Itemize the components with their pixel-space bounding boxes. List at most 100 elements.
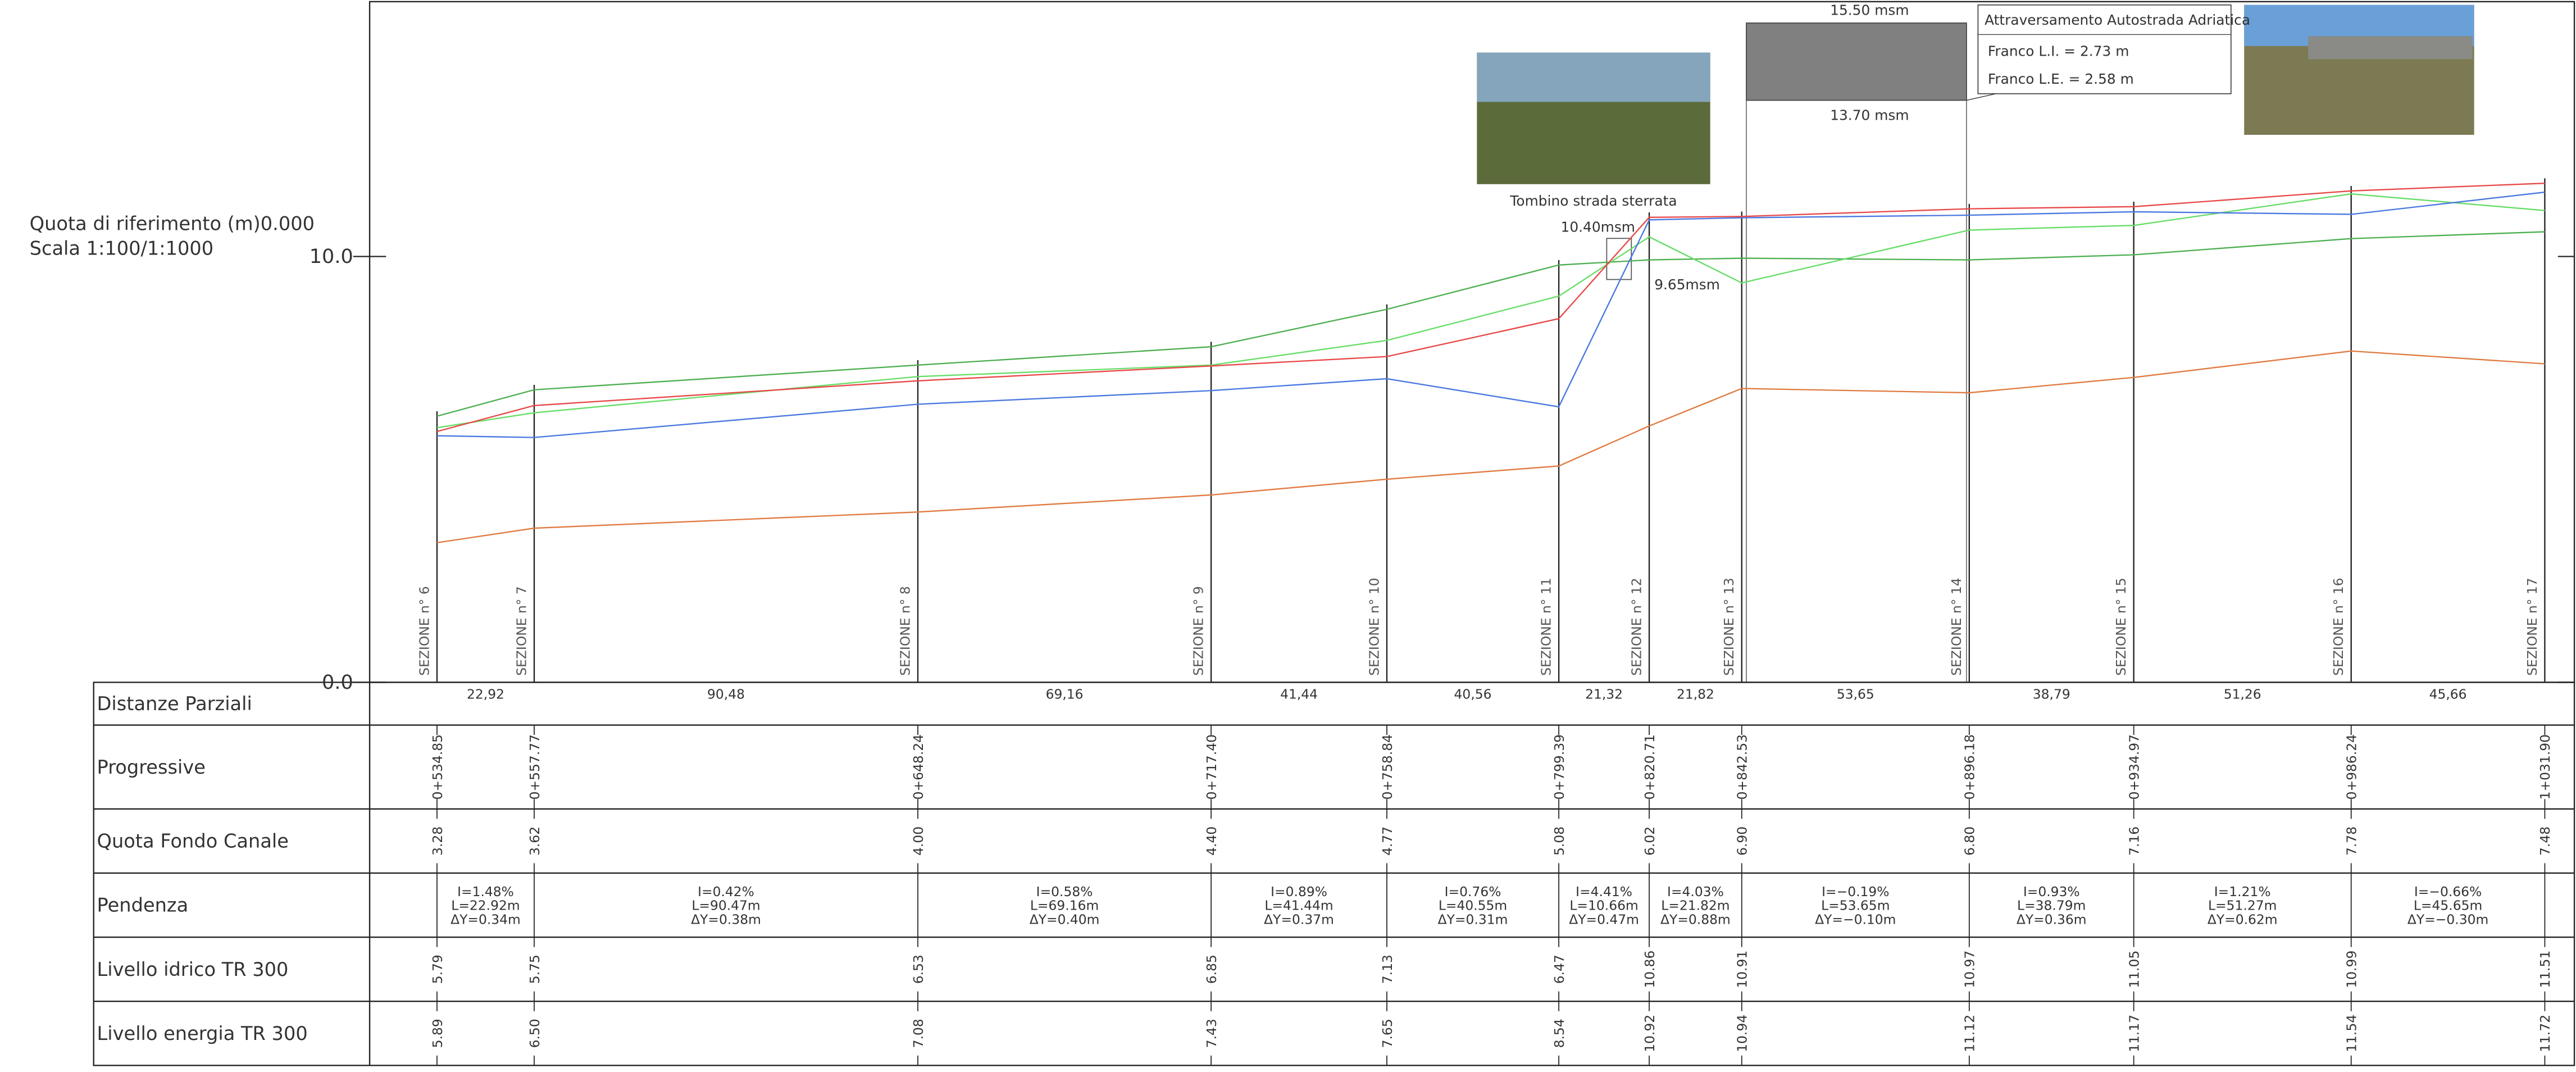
table-value: 6.85 bbox=[1204, 955, 1219, 984]
table-value: 10.99 bbox=[2344, 951, 2360, 988]
table-value: 0+820.71 bbox=[1642, 734, 1658, 800]
slope: ΔY=0.37m bbox=[1264, 912, 1334, 928]
table-value: 6.50 bbox=[527, 1019, 543, 1048]
row-label: Quota Fondo Canale bbox=[97, 830, 289, 852]
distance: 90,48 bbox=[707, 687, 745, 702]
section-label: SEZIONE n° 7 bbox=[513, 586, 529, 676]
table-value: 0+934.97 bbox=[2126, 734, 2142, 800]
table-value: 7.48 bbox=[2537, 826, 2553, 856]
section-label: SEZIONE n° 16 bbox=[2331, 578, 2346, 675]
chart-frame bbox=[368, 1, 2575, 683]
slope: L=53.65m bbox=[1821, 898, 1890, 914]
table-value: 0+557.77 bbox=[527, 734, 543, 800]
slope: ΔY=0.34m bbox=[450, 912, 521, 928]
culvert-bottom: 9.65msm bbox=[1654, 276, 1720, 293]
table-value: 7.43 bbox=[1204, 1019, 1219, 1048]
slope: L=40.55m bbox=[1439, 898, 1507, 914]
slope: ΔY=−0.30m bbox=[2407, 912, 2488, 928]
reference-label: Quota di riferimento (m)0.000 bbox=[30, 213, 315, 235]
table-value: 10.92 bbox=[1642, 1015, 1658, 1052]
bank-lower bbox=[436, 193, 2545, 429]
distance: 38,79 bbox=[2033, 687, 2070, 702]
slope: I=4.41% bbox=[1576, 884, 1632, 900]
slope: L=69.16m bbox=[1030, 898, 1099, 914]
table-value: 10.94 bbox=[1735, 1015, 1750, 1052]
slope: ΔY=0.47m bbox=[1569, 912, 1639, 928]
distance: 69,16 bbox=[1046, 687, 1084, 702]
table-value: 7.65 bbox=[1380, 1019, 1395, 1048]
table-value: 10.97 bbox=[1962, 951, 1978, 988]
table-value: 11.17 bbox=[2126, 1015, 2142, 1052]
slope: ΔY=0.31m bbox=[1438, 912, 1508, 928]
info-leader bbox=[1966, 93, 1996, 101]
table-value: 0+986.24 bbox=[2344, 734, 2360, 800]
distance: 22,92 bbox=[467, 687, 504, 702]
table-value: 7.78 bbox=[2344, 826, 2360, 856]
table-value: 0+896.18 bbox=[1962, 734, 1978, 800]
slope: I=1.21% bbox=[2214, 884, 2271, 900]
slope: L=90.47m bbox=[691, 898, 760, 914]
slope: I=0.42% bbox=[698, 884, 754, 900]
table-value: 8.54 bbox=[1551, 1019, 1567, 1048]
section-label: SEZIONE n° 6 bbox=[416, 586, 432, 676]
row-label: Progressive bbox=[97, 756, 206, 778]
row-label: Pendenza bbox=[97, 894, 189, 916]
channel-bed bbox=[436, 350, 2545, 544]
slope: ΔY=0.38m bbox=[691, 912, 761, 928]
slope: L=45.65m bbox=[2414, 898, 2482, 914]
table-value: 11.05 bbox=[2126, 951, 2142, 988]
table-value: 7.08 bbox=[911, 1019, 926, 1048]
distance: 41,44 bbox=[1280, 687, 1318, 702]
bank-upper bbox=[436, 231, 2545, 417]
table-value: 5.79 bbox=[430, 955, 445, 984]
table-value: 3.62 bbox=[527, 826, 543, 856]
table-value: 6.80 bbox=[1962, 826, 1978, 856]
table-value: 0+758.84 bbox=[1380, 734, 1395, 800]
photo-deck bbox=[2308, 36, 2473, 60]
section-label: SEZIONE n° 13 bbox=[1721, 578, 1737, 675]
distance: 40,56 bbox=[1454, 687, 1492, 702]
slope: I=0.58% bbox=[1036, 884, 1093, 900]
slope: L=10.66m bbox=[1569, 898, 1638, 914]
distance: 21,82 bbox=[1677, 687, 1714, 702]
table-value: 10.91 bbox=[1735, 951, 1750, 988]
table-value: 6.02 bbox=[1642, 826, 1658, 856]
table-value: 7.13 bbox=[1380, 955, 1395, 984]
table-value: 4.77 bbox=[1380, 826, 1395, 856]
section-label: SEZIONE n° 11 bbox=[1538, 578, 1554, 675]
table-value: 11.51 bbox=[2537, 951, 2553, 988]
table-frame bbox=[93, 682, 2575, 1066]
y-tick-label: 10.0 bbox=[310, 245, 353, 268]
slope: I=0.89% bbox=[1271, 884, 1327, 900]
row-label: Distanze Parziali bbox=[97, 693, 252, 715]
section-label: SEZIONE n° 9 bbox=[1191, 586, 1207, 676]
culvert-label: Tombino strada sterrata bbox=[1509, 193, 1677, 209]
table-value: 0+717.40 bbox=[1204, 734, 1219, 800]
bridge-bottom: 13.70 msm bbox=[1830, 107, 1909, 124]
slope: ΔY=0.36m bbox=[2017, 912, 2087, 928]
table-value: 6.90 bbox=[1735, 826, 1750, 856]
table-value: 7.16 bbox=[2126, 826, 2142, 856]
section-label: SEZIONE n° 10 bbox=[1366, 578, 1382, 675]
section-label: SEZIONE n° 12 bbox=[1628, 578, 1644, 675]
y-tick-label: 0.0 bbox=[322, 671, 353, 694]
table-value: 5.75 bbox=[527, 955, 543, 984]
bridge-top: 15.50 msm bbox=[1830, 2, 1909, 18]
data-table bbox=[93, 682, 2575, 1066]
slope: L=22.92m bbox=[451, 898, 520, 914]
table-value: 5.89 bbox=[430, 1019, 445, 1048]
table-value: 5.08 bbox=[1551, 826, 1567, 856]
slope: I=0.76% bbox=[1445, 884, 1501, 900]
distance: 51,26 bbox=[2224, 687, 2261, 702]
row-label: Livello energia TR 300 bbox=[97, 1023, 308, 1044]
info-title: Attraversamento Autostrada Adriatica bbox=[1985, 12, 2250, 28]
info-franco-li: Franco L.I. = 2.73 m bbox=[1988, 43, 2129, 59]
slope: ΔY=0.62m bbox=[2208, 912, 2278, 928]
table-value: 11.12 bbox=[1962, 1015, 1978, 1052]
table-value: 4.00 bbox=[911, 826, 926, 856]
slope: ΔY=0.88m bbox=[1660, 912, 1731, 928]
slope: L=51.27m bbox=[2208, 898, 2277, 914]
table-value: 11.72 bbox=[2537, 1015, 2553, 1052]
distance: 21,32 bbox=[1585, 687, 1623, 702]
